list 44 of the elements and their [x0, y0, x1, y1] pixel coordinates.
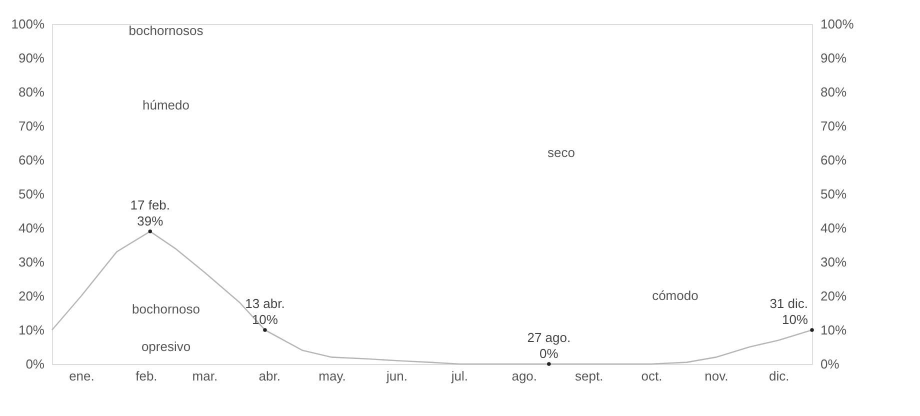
x-tick-label: ago. [512, 368, 538, 384]
y2-tick-label: 30% [820, 254, 847, 270]
y2-tick-label: 50% [820, 186, 847, 202]
annotation: 31 dic. 10% [770, 296, 808, 327]
x-tick-label: mar. [192, 368, 218, 384]
y2-tick-label: 90% [820, 50, 847, 66]
x-tick-label: sept. [575, 368, 604, 384]
annotation: 17 feb. 39% [130, 197, 170, 228]
x-tick-label: jul. [450, 368, 468, 384]
y2-tick-label: 40% [820, 220, 847, 236]
y2-tick-label: 70% [820, 118, 847, 134]
y2-tick-label: 20% [820, 288, 847, 304]
annotation: 27 ago. 0% [527, 330, 571, 361]
x-tick-label: ene. [69, 368, 94, 384]
annotation: 13 abr. 10% [245, 296, 285, 327]
y2-tick-label: 60% [820, 152, 847, 168]
x-tick-label: dic. [768, 368, 790, 384]
x-tick-label: abr. [258, 368, 280, 384]
y-tick-label: 100% [11, 16, 45, 32]
y-tick-label: 90% [18, 50, 45, 66]
annotation: cómodo [652, 288, 698, 303]
y-tick-label: 80% [18, 84, 45, 100]
annotation: bochornosos [128, 22, 204, 38]
y2-tick-label: 10% [820, 322, 847, 338]
annotation: húmedo [142, 98, 190, 113]
x-tick-label: jun. [386, 368, 408, 384]
y-tick-label: 70% [18, 118, 45, 134]
y2-tick-label: 80% [820, 84, 847, 100]
x-tick-label: may. [318, 368, 346, 384]
y-tick-label: 10% [18, 322, 45, 338]
annotation: bochornoso [132, 302, 200, 317]
y2-tick-label: 100% [820, 16, 854, 32]
y-tick-label: 40% [18, 220, 45, 236]
annotation: opresivo [141, 339, 191, 354]
y-tick-label: 20% [18, 288, 45, 304]
y-tick-label: 30% [18, 254, 45, 270]
y-tick-label: 0% [26, 356, 45, 372]
y2-tick-label: 0% [820, 356, 840, 372]
y-tick-label: 60% [18, 152, 45, 168]
x-tick-label: oct. [641, 368, 662, 384]
y-tick-label: 50% [18, 186, 45, 202]
annotation: seco [547, 145, 575, 160]
x-tick-label: nov. [704, 368, 728, 384]
x-tick-label: feb. [136, 368, 158, 384]
